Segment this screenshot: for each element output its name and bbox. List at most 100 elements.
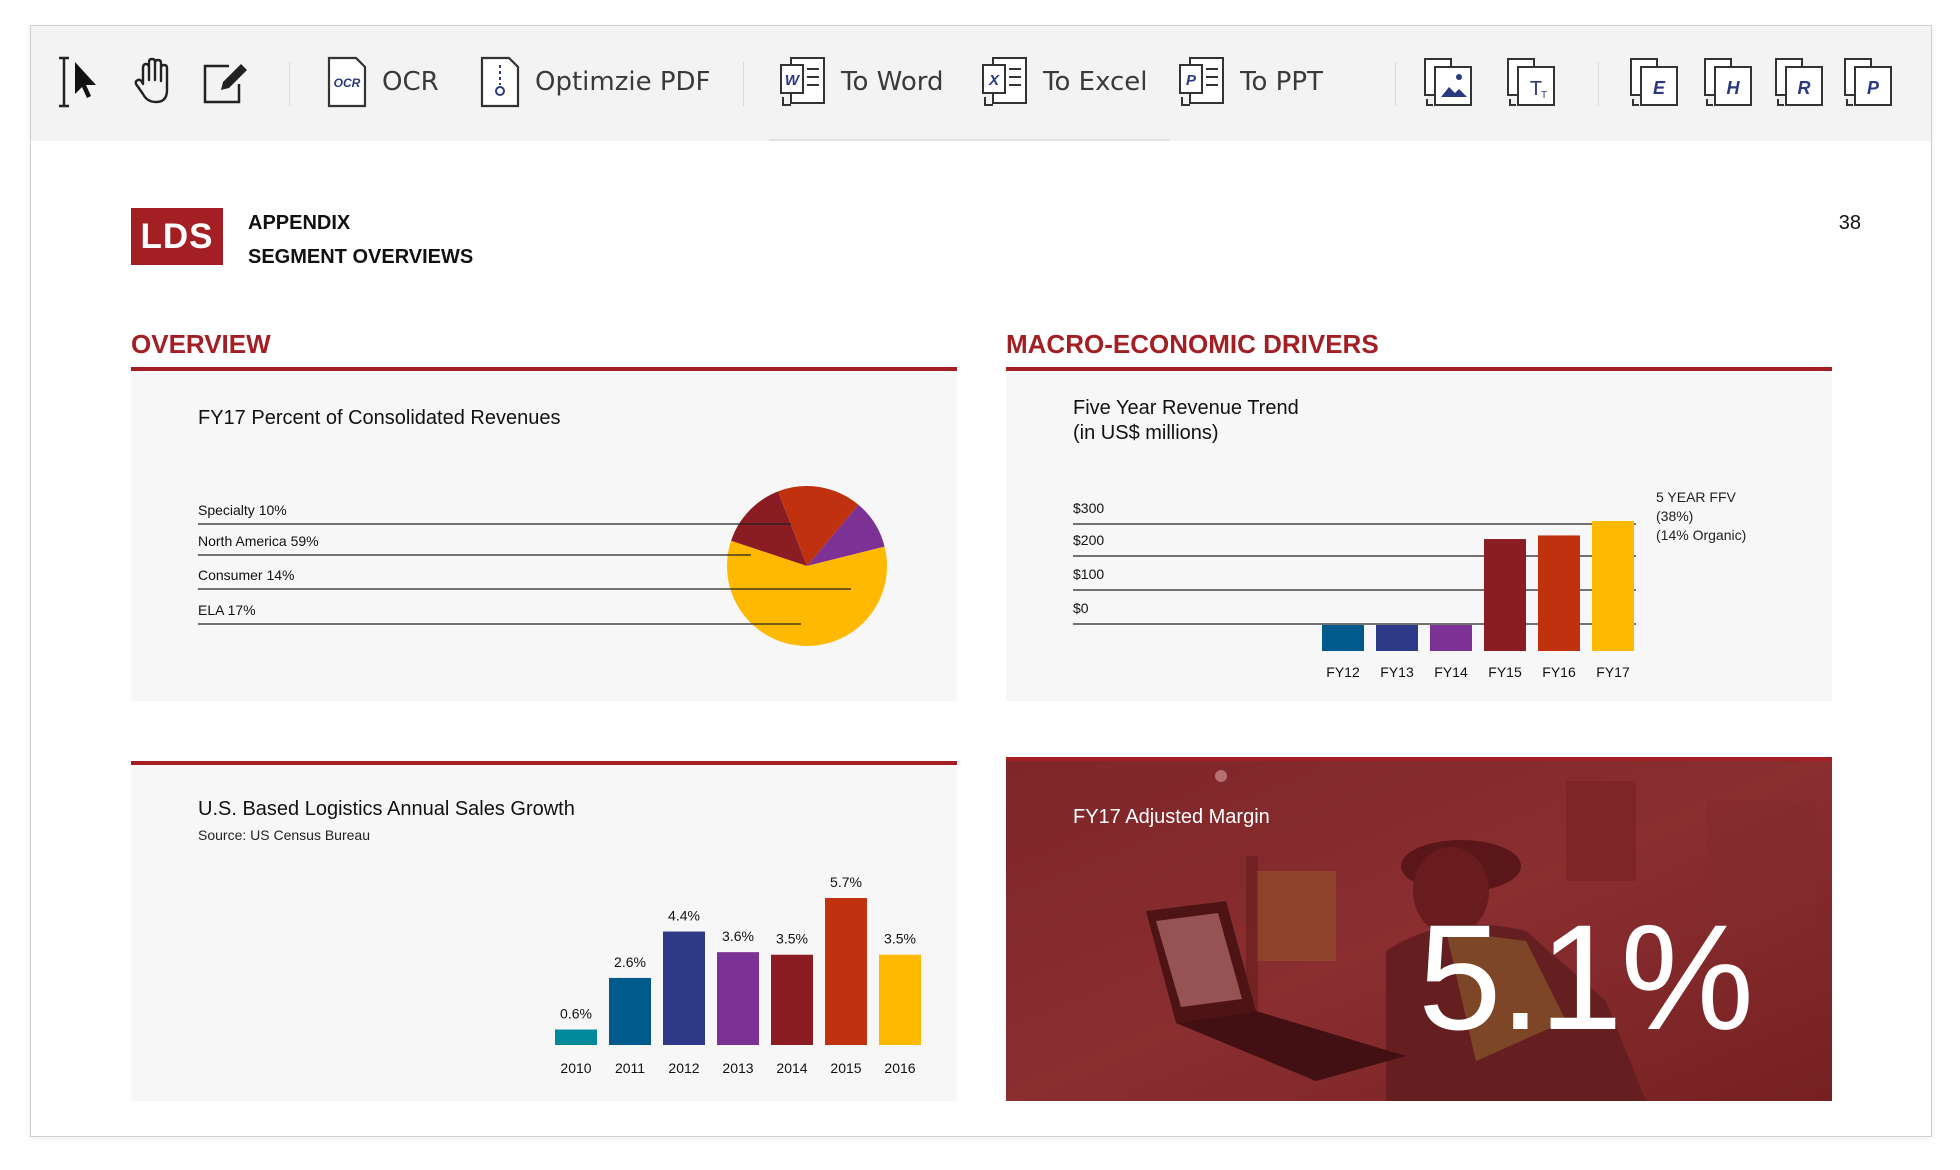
pie-legend-label: ELA 17% [198, 602, 256, 618]
to-excel-button[interactable]: X To Excel [979, 54, 1148, 110]
y-tick-label: $0 [1073, 600, 1089, 616]
revenue-bar [1322, 625, 1364, 651]
to-rtf-button[interactable]: R [1772, 54, 1826, 110]
adjusted-margin-title: FY17 Adjusted Margin [1073, 806, 1270, 828]
growth-bar [609, 977, 651, 1045]
growth-data-label: 4.4% [668, 908, 700, 924]
page-number: 38 [1838, 212, 1861, 234]
growth-data-label: 2.6% [614, 954, 646, 970]
growth-bar [555, 1029, 597, 1045]
growth-bar [663, 931, 705, 1045]
x-tick-label: 2015 [830, 1060, 861, 1076]
image-convert-icon [1424, 58, 1472, 106]
to-ppt-button[interactable]: P To PPT [1176, 54, 1323, 110]
pie-slice [731, 491, 807, 566]
svg-text:X: X [988, 72, 1000, 89]
text-convert-icon: T T [1507, 58, 1555, 106]
growth-data-label: 3.6% [722, 928, 754, 944]
pie-legend-label: North America 59% [198, 533, 319, 549]
x-tick-label: FY12 [1326, 664, 1360, 680]
x-tick-label: 2011 [615, 1060, 645, 1076]
pages-icon: P [1844, 58, 1892, 106]
toolbar-group-underline [769, 139, 1169, 141]
svg-text:OCR: OCR [334, 76, 361, 90]
growth-bar [771, 954, 813, 1045]
sales-growth-title: U.S. Based Logistics Annual Sales Growth [198, 798, 575, 820]
growth-rule [131, 761, 957, 765]
x-tick-label: 2010 [560, 1060, 591, 1076]
pie-slice [778, 486, 859, 566]
revenue-bar [1430, 625, 1472, 651]
organic-note: (14% Organic) [1656, 527, 1747, 543]
html-icon: H [1704, 58, 1752, 106]
ocr-button[interactable]: OCR OCR [326, 54, 439, 110]
to-html-button[interactable]: H [1701, 54, 1755, 110]
epub-icon: E [1630, 58, 1678, 106]
svg-text:P: P [1867, 78, 1880, 98]
pie-chart: Specialty 10% North America 59% Consumer 1… [198, 486, 887, 646]
growth-bar [717, 952, 759, 1045]
adjusted-margin-value: 5.1% [1418, 893, 1754, 1061]
svg-text:T: T [1541, 90, 1547, 101]
growth-data-label: 3.5% [884, 931, 916, 947]
y-tick-label: $200 [1073, 532, 1104, 548]
pie-legend-label: Consumer 14% [198, 567, 295, 583]
macro-rule [1006, 367, 1832, 371]
y-tick-label: $300 [1073, 500, 1104, 516]
to-epub-button[interactable]: E [1627, 54, 1681, 110]
ocr-icon: OCR [327, 56, 367, 108]
to-word-label: To Word [841, 67, 944, 97]
worker-photo-image [1006, 761, 1832, 1101]
pdf-page: LDS APPENDIX SEGMENT OVERVIEWS 38 OVERVI… [31, 141, 1931, 1136]
to-image-button[interactable] [1421, 54, 1475, 110]
svg-text:E: E [1653, 78, 1666, 98]
hand-icon [134, 57, 169, 104]
pie-slice [727, 540, 887, 646]
select-cursor-icon [59, 56, 96, 108]
to-ppt-label: To PPT [1240, 67, 1323, 97]
page-heading-segment: SEGMENT OVERVIEWS [248, 246, 474, 268]
rtf-icon: R [1775, 58, 1823, 106]
macro-drivers-title: MACRO-ECONOMIC DRIVERS [1006, 329, 1379, 359]
hand-tool-button[interactable] [131, 54, 177, 110]
app-window: OCR OCR Optimzie PDF W [30, 25, 1932, 1137]
adjusted-margin-panel: FY17 Adjusted Margin 5.1% [1006, 761, 1832, 1101]
edit-tool-button[interactable] [199, 54, 249, 110]
to-pages-button[interactable]: P [1841, 54, 1895, 110]
revenue-trend-panel: Five Year Revenue Trend (in US$ millions… [1006, 371, 1832, 701]
growth-data-label: 5.7% [830, 874, 862, 890]
growth-bar [879, 954, 921, 1045]
pie-chart-panel: FY17 Percent of Consolidated Revenues Sp… [131, 371, 957, 701]
to-text-button[interactable]: T T [1504, 54, 1558, 110]
svg-text:W: W [785, 72, 801, 89]
growth-bar [825, 898, 867, 1045]
optimize-pdf-icon [480, 56, 520, 108]
x-tick-label: FY13 [1380, 664, 1414, 680]
svg-text:H: H [1727, 78, 1741, 98]
svg-text:T: T [1530, 78, 1542, 100]
overview-rule [131, 367, 957, 371]
revenue-trend-subtitle: (in US$ millions) [1073, 422, 1219, 444]
svg-text:P: P [1186, 72, 1197, 89]
x-tick-label: 2014 [776, 1060, 807, 1076]
svg-text:R: R [1798, 78, 1811, 98]
growth-data-label: 3.5% [776, 931, 808, 947]
optimize-pdf-button[interactable]: Optimzie PDF [479, 54, 711, 110]
revenue-bar [1538, 535, 1580, 651]
company-logo: LDS [131, 208, 223, 265]
overview-title: OVERVIEW [131, 329, 271, 359]
margin-rule [1006, 757, 1832, 761]
x-tick-label: FY16 [1542, 664, 1576, 680]
select-tool-button[interactable] [59, 54, 105, 110]
pie-chart-title: FY17 Percent of Consolidated Revenues [198, 407, 561, 429]
toolbar: OCR OCR Optimzie PDF W [31, 26, 1931, 141]
ppt-icon: P [1179, 57, 1224, 106]
word-icon: W [780, 57, 825, 106]
ocr-label: OCR [382, 67, 439, 97]
to-word-button[interactable]: W To Word [777, 54, 943, 110]
sales-growth-source: Source: US Census Bureau [198, 827, 370, 843]
growth-data-label: 0.6% [560, 1006, 592, 1022]
revenue-trend-chart: $300 $200 $100 $0 FY12 FY13 FY14 FY15 FY16 FY17 [1073, 500, 1636, 680]
revenue-bar [1592, 521, 1634, 651]
revenue-bar [1376, 625, 1418, 651]
